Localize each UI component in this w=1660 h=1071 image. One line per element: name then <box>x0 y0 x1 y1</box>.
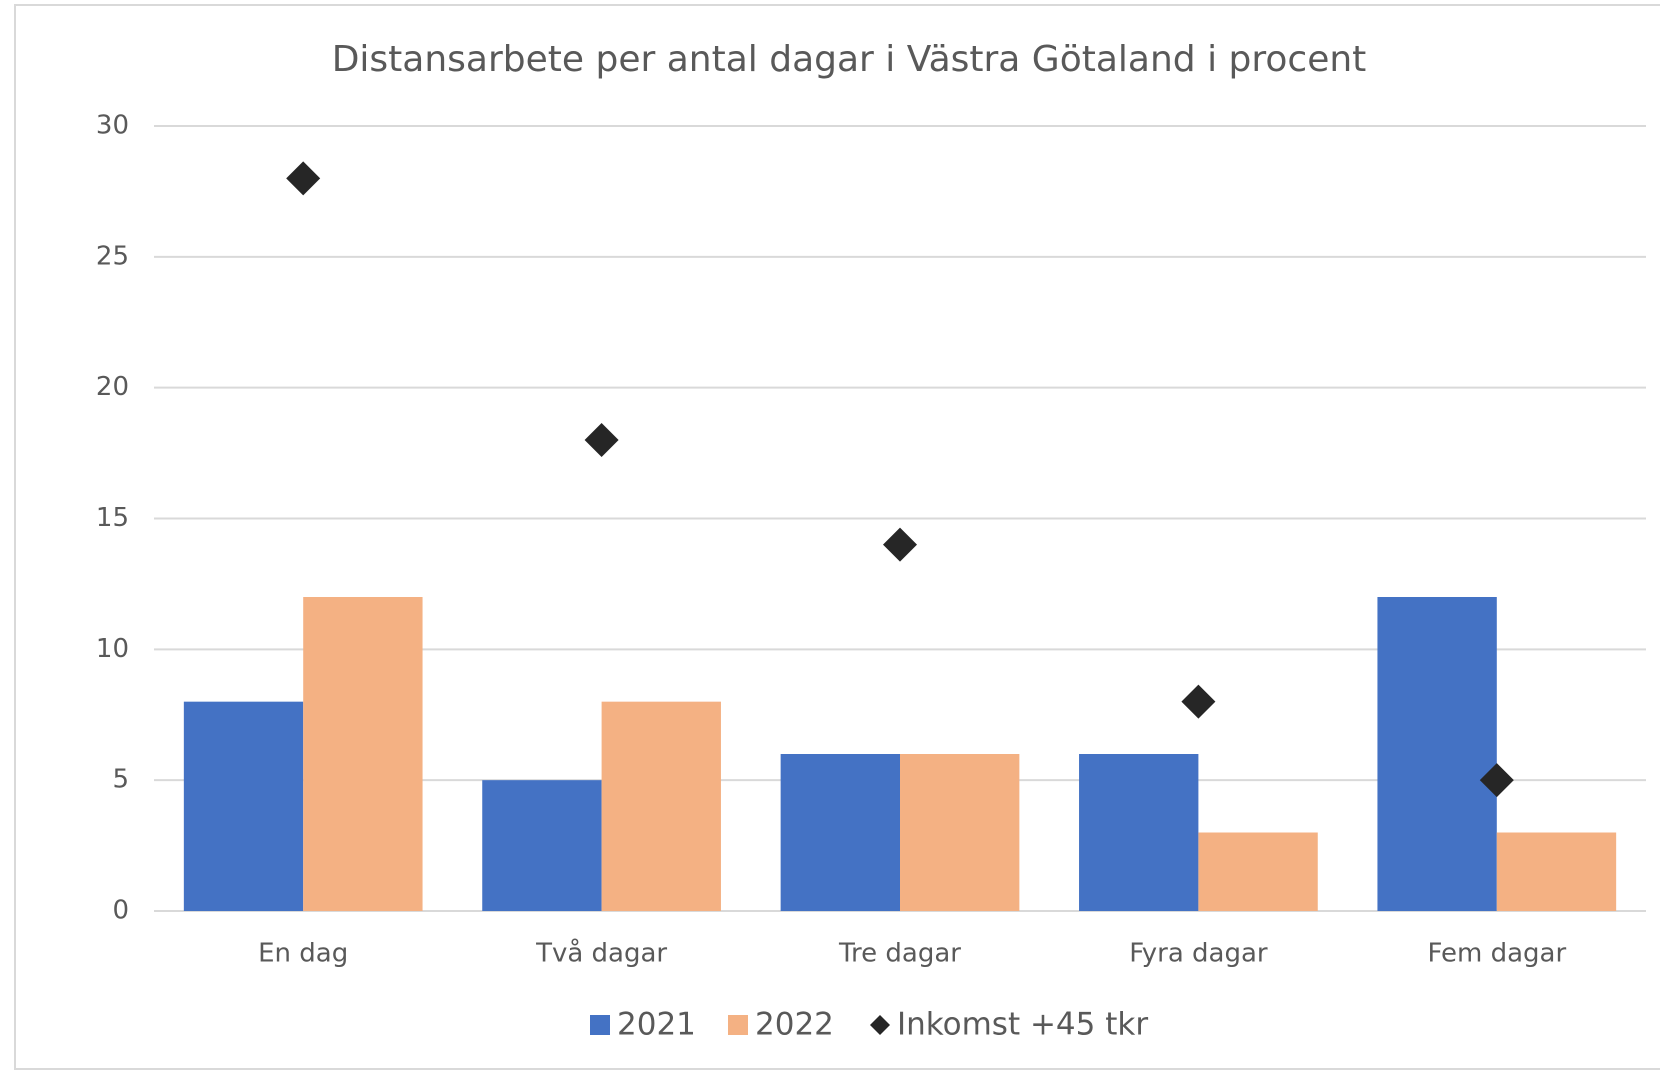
legend-swatch <box>590 1015 610 1035</box>
bar <box>601 701 721 911</box>
bar <box>1198 832 1318 911</box>
y-tick-label: 5 <box>112 765 129 795</box>
legend-label: Inkomst +45 tkr <box>897 1007 1148 1043</box>
legend-label: 2022 <box>755 1007 834 1043</box>
marker <box>1181 684 1216 719</box>
bar <box>1496 832 1617 911</box>
chart-title: Distansarbete per antal dagar i Västra G… <box>332 39 1367 80</box>
bar <box>183 701 304 911</box>
legend-marker <box>870 1015 890 1035</box>
y-tick-label: 25 <box>96 241 129 271</box>
legend-swatch <box>728 1015 748 1035</box>
chart-frame <box>14 4 1660 1070</box>
y-tick-label: 10 <box>96 634 129 664</box>
marker <box>584 423 619 457</box>
bar <box>780 754 900 911</box>
marker <box>883 527 917 562</box>
x-tick-label: Tre dagar <box>838 939 961 969</box>
marker <box>1479 763 1514 798</box>
marker <box>286 161 321 196</box>
x-tick-label: Fem dagar <box>1427 939 1566 969</box>
y-tick-label: 30 <box>96 111 129 141</box>
bar <box>1377 597 1497 911</box>
bar <box>1079 754 1199 911</box>
y-tick-label: 20 <box>96 372 129 402</box>
x-tick-label: En dag <box>258 939 348 969</box>
x-tick-label: Fyra dagar <box>1129 939 1268 969</box>
legend-label: 2021 <box>617 1007 696 1043</box>
y-tick-label: 0 <box>112 896 129 926</box>
bar <box>482 780 602 911</box>
bar <box>303 597 423 911</box>
y-tick-label: 15 <box>96 503 129 533</box>
bar <box>900 754 1020 911</box>
x-tick-label: Två dagar <box>535 938 667 969</box>
